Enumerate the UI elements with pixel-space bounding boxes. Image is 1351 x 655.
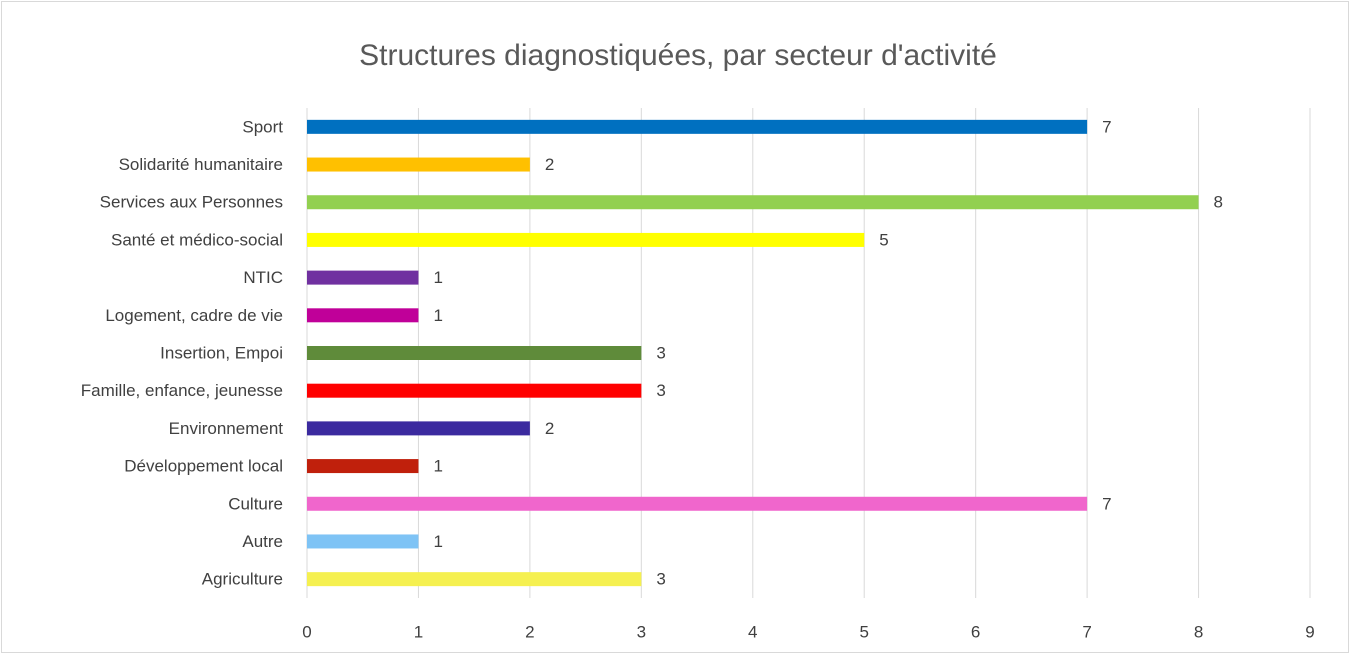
data-label: 1 xyxy=(433,457,442,476)
y-tick-label: Solidarité humanitaire xyxy=(119,155,283,174)
bar xyxy=(307,572,642,587)
chart-title: Structures diagnostiquées, par secteur d… xyxy=(359,39,997,72)
y-tick-label: Insertion, Empoi xyxy=(160,343,283,362)
x-tick-label: 2 xyxy=(525,622,534,641)
data-label: 7 xyxy=(1102,494,1111,513)
y-tick-label: Services aux Personnes xyxy=(100,193,283,212)
data-label: 7 xyxy=(1102,117,1111,136)
bar xyxy=(307,308,419,323)
bar xyxy=(307,157,530,172)
y-tick-label: NTIC xyxy=(243,268,283,287)
x-tick-label: 1 xyxy=(414,622,423,641)
data-label: 5 xyxy=(879,230,888,249)
x-tick-label: 8 xyxy=(1194,622,1203,641)
data-label: 8 xyxy=(1214,193,1223,212)
y-tick-label: Sport xyxy=(242,117,283,136)
y-tick-label: Santé et médico-social xyxy=(111,230,283,249)
bar xyxy=(307,119,1088,134)
y-tick-label: Agriculture xyxy=(202,570,283,589)
data-label: 1 xyxy=(433,268,442,287)
x-tick-label: 4 xyxy=(748,622,757,641)
x-tick-label: 9 xyxy=(1305,622,1314,641)
bar xyxy=(307,496,1088,511)
y-tick-label: Développement local xyxy=(124,457,283,476)
data-label: 1 xyxy=(433,306,442,325)
x-tick-label: 3 xyxy=(637,622,646,641)
data-label: 2 xyxy=(545,419,554,438)
y-tick-label: Autre xyxy=(242,532,283,551)
bar xyxy=(307,270,419,285)
x-tick-label: 5 xyxy=(859,622,868,641)
data-label: 3 xyxy=(656,343,665,362)
bar xyxy=(307,383,642,398)
bar xyxy=(307,459,419,474)
data-label: 2 xyxy=(545,155,554,174)
bar xyxy=(307,421,530,436)
y-tick-label: Environnement xyxy=(169,419,284,438)
x-tick-label: 7 xyxy=(1082,622,1091,641)
data-label: 1 xyxy=(433,532,442,551)
y-tick-label: Culture xyxy=(228,494,283,513)
data-label: 3 xyxy=(656,381,665,400)
bar xyxy=(307,195,1199,210)
y-tick-label: Logement, cadre de vie xyxy=(105,306,283,325)
x-tick-label: 0 xyxy=(302,622,311,641)
y-tick-label: Famille, enfance, jeunesse xyxy=(81,381,283,400)
bar xyxy=(307,534,419,549)
x-tick-label: 6 xyxy=(971,622,980,641)
bar xyxy=(307,232,865,247)
data-label: 3 xyxy=(656,570,665,589)
bar xyxy=(307,346,642,360)
